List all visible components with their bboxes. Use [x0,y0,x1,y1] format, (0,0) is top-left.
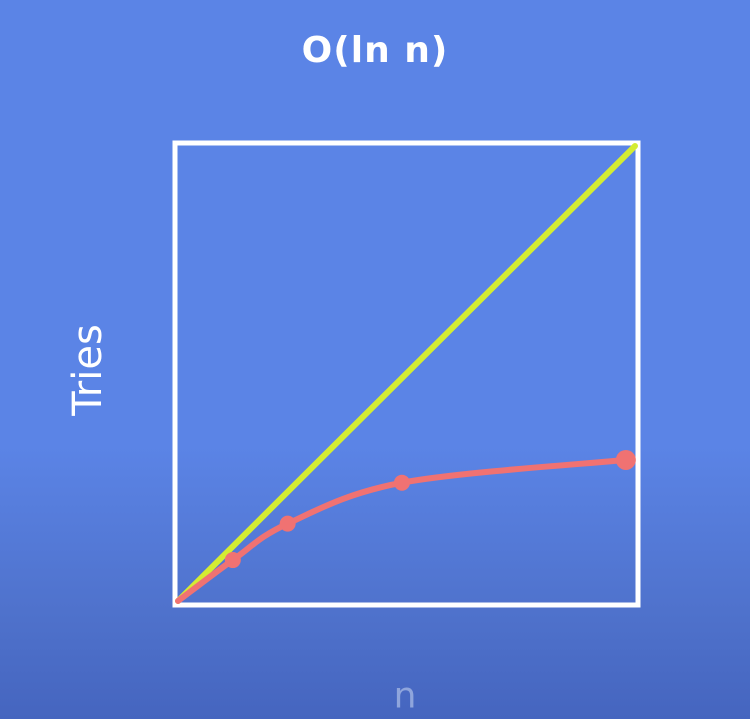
series-1-point-3 [393,474,410,491]
series-0-line [175,143,638,604]
chart-title: O(ln n) [301,30,449,71]
series-1-point-2 [279,515,296,532]
x-axis-label: n [393,675,417,717]
series-layer [175,143,638,604]
series-1-point-4 [615,449,636,470]
plot-frame [172,140,641,608]
series-1-point-1 [224,552,241,569]
